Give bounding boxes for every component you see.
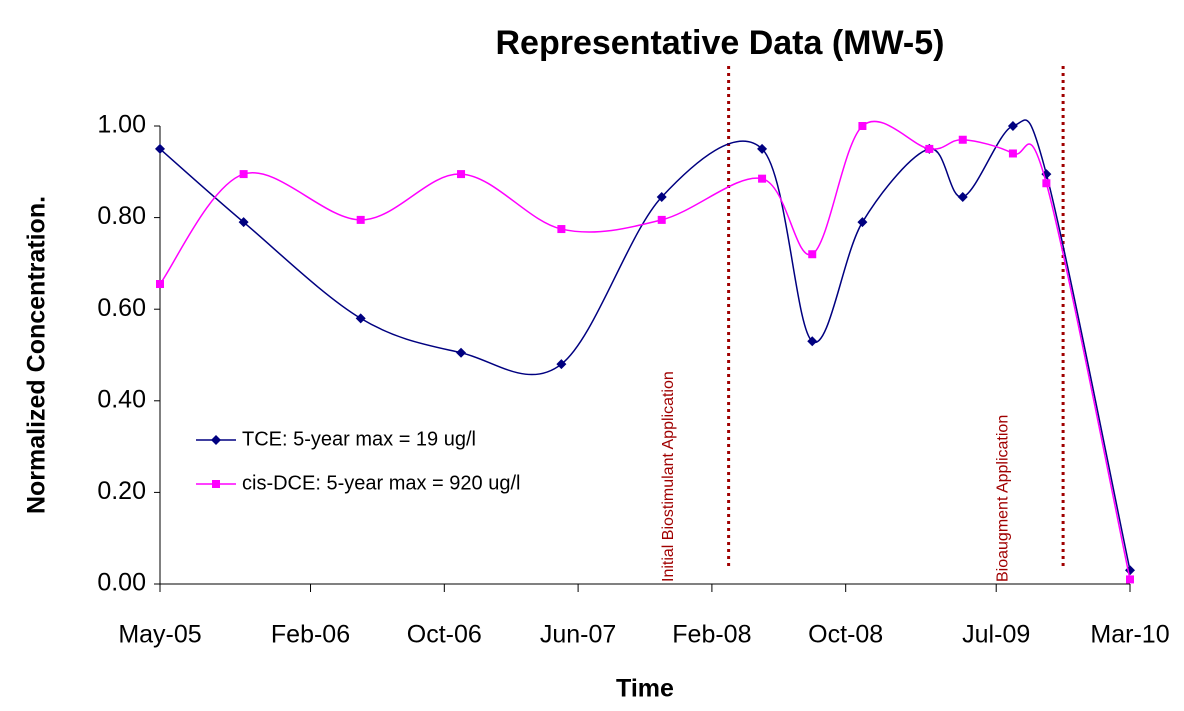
data-point [1042, 179, 1051, 188]
data-point [1125, 565, 1135, 576]
y-axis-label: Normalized Concentration. [23, 196, 51, 514]
legend-marker [212, 480, 220, 488]
x-tick-label: Jun-07 [540, 621, 616, 649]
x-tick-label: Oct-06 [407, 621, 482, 649]
data-point [857, 217, 868, 228]
series-line [159, 120, 1131, 580]
data-point [1126, 575, 1134, 584]
y-tick-label: 1.00 [97, 111, 146, 139]
data-point [656, 191, 667, 202]
y-tick-label: 0.00 [97, 569, 146, 597]
data-point [957, 191, 968, 202]
x-tick-label: Mar-10 [1090, 621, 1169, 649]
data-point [355, 313, 366, 324]
data-point [457, 170, 466, 179]
y-tick-label: 0.80 [97, 202, 146, 230]
x-axis-label: Time [616, 675, 674, 703]
x-tick-label: Oct-08 [808, 621, 883, 649]
annotation-label: Bioaugment Application [994, 415, 1011, 582]
data-point [1007, 121, 1018, 131]
series-line [159, 119, 1131, 571]
data-point [456, 347, 467, 358]
data-point [925, 144, 934, 153]
data-point [156, 280, 164, 289]
y-tick-label: 0.20 [97, 477, 146, 505]
x-tick-label: May-05 [118, 621, 201, 649]
x-tick-label: Jul-09 [962, 621, 1030, 649]
x-tick-label: Feb-08 [672, 621, 751, 649]
data-point [757, 143, 768, 154]
x-tick-label: Feb-06 [271, 621, 350, 649]
data-point [557, 225, 566, 234]
data-point [239, 170, 248, 179]
data-point [758, 174, 767, 183]
legend-label: TCE: 5-year max = 19 ug/l [242, 428, 476, 450]
data-point [556, 359, 567, 370]
data-point [807, 336, 818, 347]
data-point [858, 122, 867, 130]
y-tick-label: 0.40 [97, 385, 146, 413]
y-tick-label: 0.60 [97, 294, 146, 322]
legend-label: cis-DCE: 5-year max = 920 ug/l [242, 472, 520, 494]
data-point [657, 215, 666, 224]
data-point [958, 135, 967, 144]
legend-marker [211, 435, 221, 445]
data-point [155, 143, 165, 154]
data-point [808, 250, 817, 259]
data-point [356, 215, 365, 224]
annotation-label: Initial Biostimulant Application [660, 371, 677, 582]
data-point [238, 217, 249, 228]
data-point [1008, 149, 1017, 158]
chart-title: Representative Data (MW-5) [496, 24, 945, 62]
